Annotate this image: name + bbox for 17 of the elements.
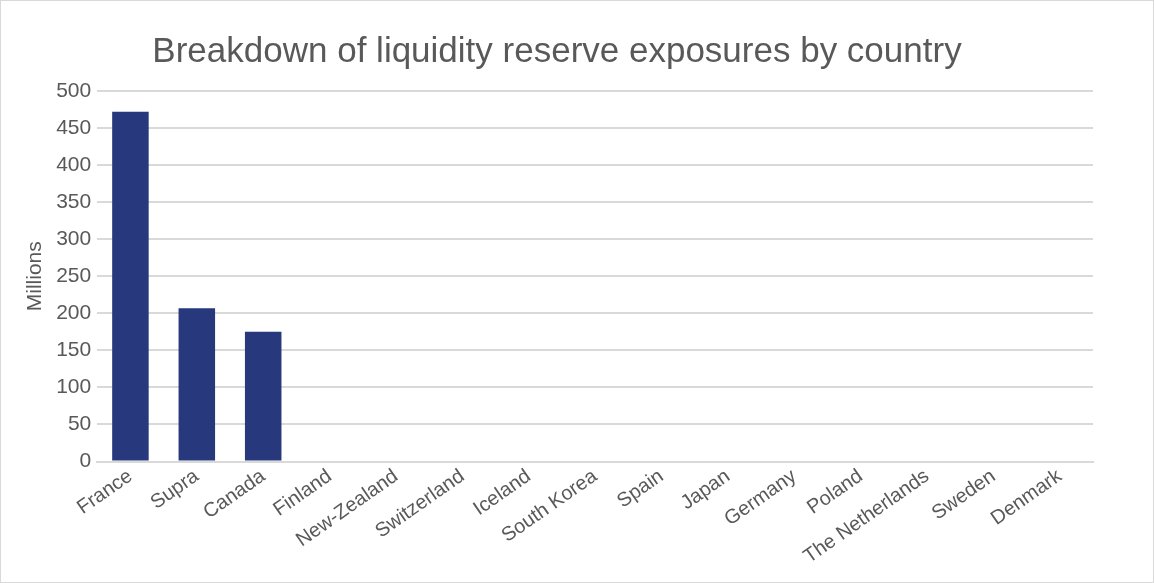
y-tick-label: 500: [56, 77, 92, 101]
y-tick-label: 400: [56, 151, 92, 175]
bar: [244, 331, 282, 461]
bar: [178, 308, 216, 461]
y-tick-label: 50: [67, 411, 92, 435]
chart-title: Breakdown of liquidity reserve exposures by country: [152, 29, 963, 69]
bar: [112, 111, 149, 461]
y-tick-label: 250: [56, 263, 92, 287]
y-tick-label: 350: [56, 188, 92, 212]
y-tick-label: 0: [79, 448, 92, 472]
x-tick-label: Spain: [612, 464, 667, 512]
y-axis-title: Millions: [22, 241, 46, 312]
y-tick-label: 100: [56, 374, 92, 398]
y-tick-label: 200: [56, 300, 92, 324]
y-tick-label: 450: [56, 114, 92, 138]
y-tick-label: 150: [56, 337, 92, 361]
y-tick-label: 300: [56, 226, 92, 250]
